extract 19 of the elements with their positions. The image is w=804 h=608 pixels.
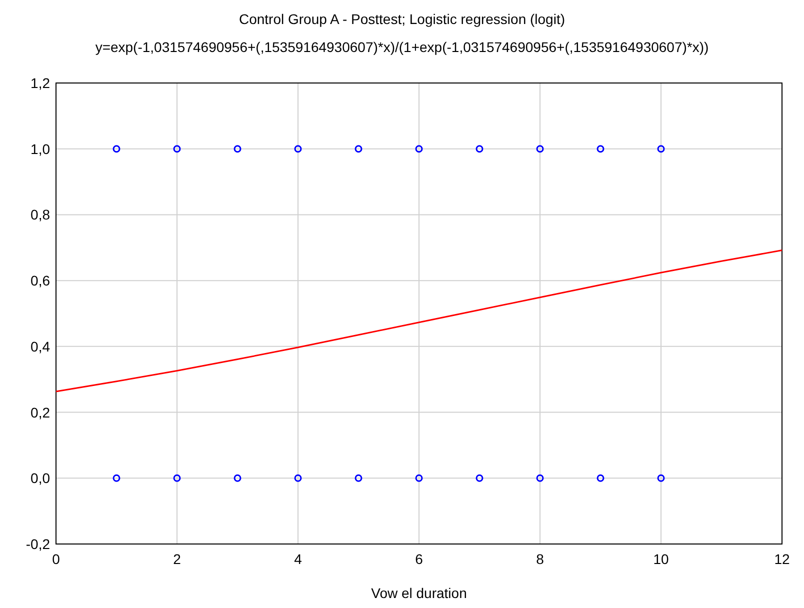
y-tick-label: 0,2	[30, 404, 50, 420]
y-tick-label: 0,6	[30, 272, 50, 289]
x-tick-label: 2	[173, 551, 182, 567]
y-tick-label: -0,2	[26, 536, 50, 552]
x-tick-label: 10	[653, 551, 669, 567]
x-tick-label: 8	[536, 551, 544, 567]
x-tick-label: 12	[774, 551, 790, 567]
y-tick-label: 1,2	[30, 75, 50, 91]
x-tick-label: 4	[294, 551, 302, 567]
chart-title: Control Group A - Posttest; Logistic regression (logit)	[238, 11, 566, 27]
y-tick-label: 0,8	[30, 206, 50, 223]
x-tick-label: 0	[52, 551, 60, 567]
line-series	[55, 250, 783, 392]
x-tick-label: 6	[415, 551, 424, 567]
y-tick-label: 0,4	[30, 338, 50, 354]
y-tick-label: 1,0	[30, 140, 50, 157]
y-tick-label: 0,0	[30, 470, 50, 486]
x-axis-title: Vow el duration	[371, 585, 467, 601]
chart-subtitle: y=exp(-1,031574690956+(,15359164930607)*x)/(1+exp(-1,031574690956+(,15359164930607)*x))	[95, 39, 709, 55]
